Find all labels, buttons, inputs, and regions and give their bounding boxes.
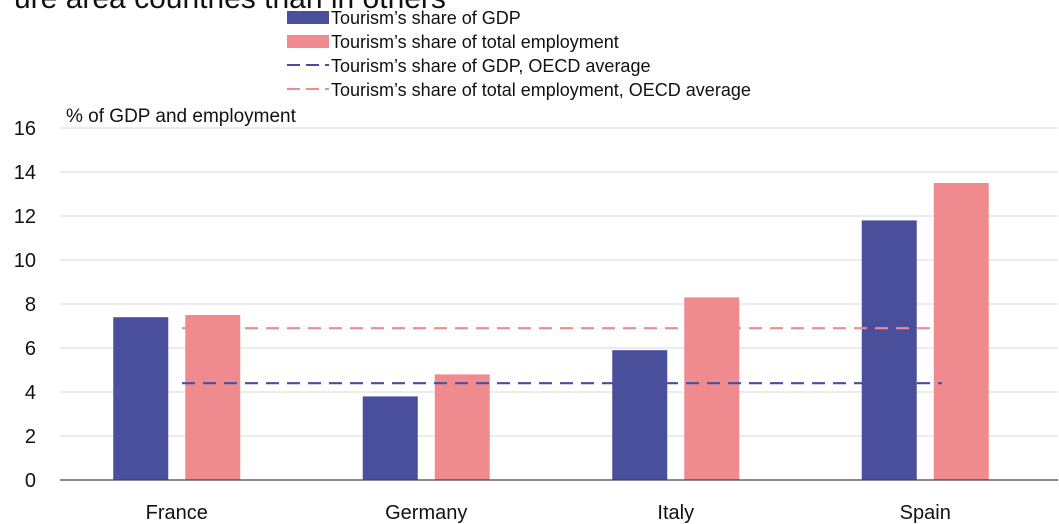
y-tick-label: 14: [14, 162, 36, 184]
x-tick-label: Spain: [900, 502, 951, 524]
legend-label: Tourism’s share of GDP: [331, 8, 521, 28]
bar: [113, 317, 169, 480]
legend-swatch: [287, 35, 329, 48]
y-tick-label: 8: [25, 294, 36, 316]
bar: [362, 396, 418, 480]
y-tick-label: 0: [25, 470, 36, 492]
legend: Tourism’s share of GDP Tourism’s share of…: [287, 8, 751, 100]
y-tick-label: 2: [25, 426, 36, 448]
bar: [185, 315, 241, 480]
bars: [113, 183, 989, 480]
bar: [434, 374, 490, 480]
reference-lines: [182, 327, 942, 385]
y-tick-labels: 0 2 4 6 8 10 12 14 16: [14, 118, 36, 492]
bar: [684, 297, 740, 480]
x-tick-label: Italy: [657, 502, 694, 524]
x-tick-label: France: [146, 502, 208, 524]
y-tick-label: 4: [25, 382, 36, 404]
y-axis-label: % of GDP and employment: [66, 106, 297, 127]
bar: [933, 183, 989, 480]
y-tick-label: 12: [14, 206, 36, 228]
x-tick-label: Germany: [385, 502, 467, 524]
bar: [861, 220, 917, 480]
legend-swatch: [287, 11, 329, 24]
bar: [612, 350, 668, 480]
x-tick-labels: France Germany Italy Spain: [146, 502, 951, 524]
legend-label: Tourism’s share of total employment: [331, 32, 619, 52]
chart-title-fragment: ure area countries than in others: [14, 0, 446, 15]
y-tick-label: 16: [14, 118, 36, 140]
legend-label: Tourism’s share of GDP, OECD average: [331, 56, 650, 76]
y-tick-label: 6: [25, 338, 36, 360]
y-tick-label: 10: [14, 250, 36, 272]
legend-label: Tourism’s share of total employment, OEC…: [331, 80, 751, 100]
